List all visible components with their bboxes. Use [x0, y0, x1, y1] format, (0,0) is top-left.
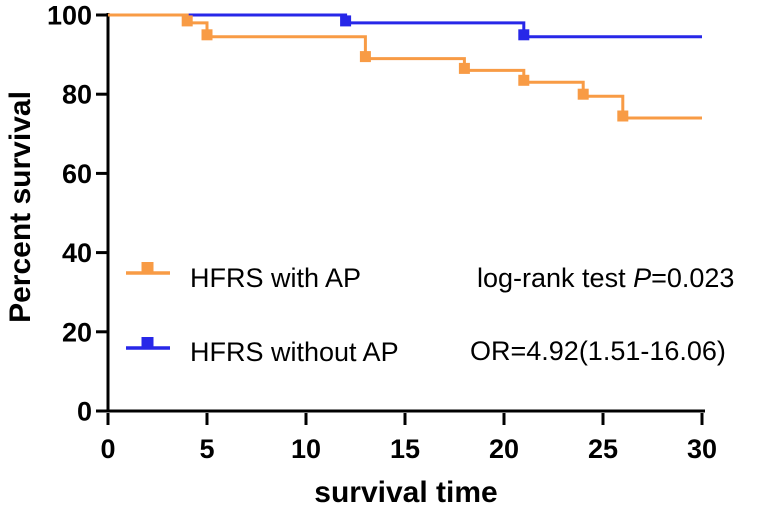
x-tick-label: 25	[588, 434, 618, 464]
legend-item-hfrs-without-ap: HFRS without AP	[126, 337, 399, 367]
legend-label-hfrs-without-ap: HFRS without AP	[190, 337, 399, 367]
stats-annotations: log-rank test P=0.023 OR=4.92(1.51-16.06…	[470, 263, 734, 366]
event-marker-0	[518, 74, 530, 86]
y-tick-label: 40	[62, 238, 92, 268]
x-tick-label: 15	[390, 434, 420, 464]
x-tick-label: 0	[100, 434, 115, 464]
x-tick-label: 10	[291, 434, 321, 464]
event-marker-1	[518, 29, 530, 41]
axes-ticks: 0 20 40 60 80 100 0 5 10 15 20 25 30	[47, 1, 717, 465]
series-line-0	[108, 13, 702, 120]
y-tick-label: 20	[62, 317, 92, 347]
logrank-p-symbol: P	[633, 263, 651, 293]
y-tick-label: 60	[62, 159, 92, 189]
event-marker-0	[201, 29, 213, 41]
y-axis-title: Percent survival	[4, 91, 37, 323]
x-tick-label: 20	[489, 434, 519, 464]
odds-ratio-text: OR=4.92(1.51-16.06)	[470, 336, 726, 366]
y-tick-label: 80	[62, 80, 92, 110]
logrank-prefix: log-rank test	[477, 263, 633, 293]
logrank-value: =0.023	[651, 263, 734, 293]
x-tick-label: 5	[199, 434, 214, 464]
event-marker-0	[617, 110, 629, 122]
legend-label-hfrs-with-ap: HFRS with AP	[190, 263, 361, 293]
legend-key-marker-orange	[141, 262, 154, 274]
y-tick-label: 0	[77, 397, 92, 427]
survival-curves	[108, 13, 702, 122]
logrank-test-text: log-rank test P=0.023	[477, 263, 734, 293]
x-axis-title: survival time	[314, 476, 497, 509]
event-marker-0	[359, 51, 371, 63]
series-line-1	[108, 13, 702, 39]
legend: HFRS with AP HFRS without AP	[126, 262, 399, 367]
y-tick-label: 100	[47, 1, 92, 31]
event-marker-0	[181, 15, 193, 27]
event-marker-0	[577, 88, 589, 100]
x-tick-label: 30	[687, 434, 717, 464]
event-marker-0	[458, 62, 470, 74]
legend-key-marker-blue	[141, 337, 154, 349]
event-marker-1	[340, 15, 352, 27]
legend-item-hfrs-with-ap: HFRS with AP	[126, 262, 361, 293]
